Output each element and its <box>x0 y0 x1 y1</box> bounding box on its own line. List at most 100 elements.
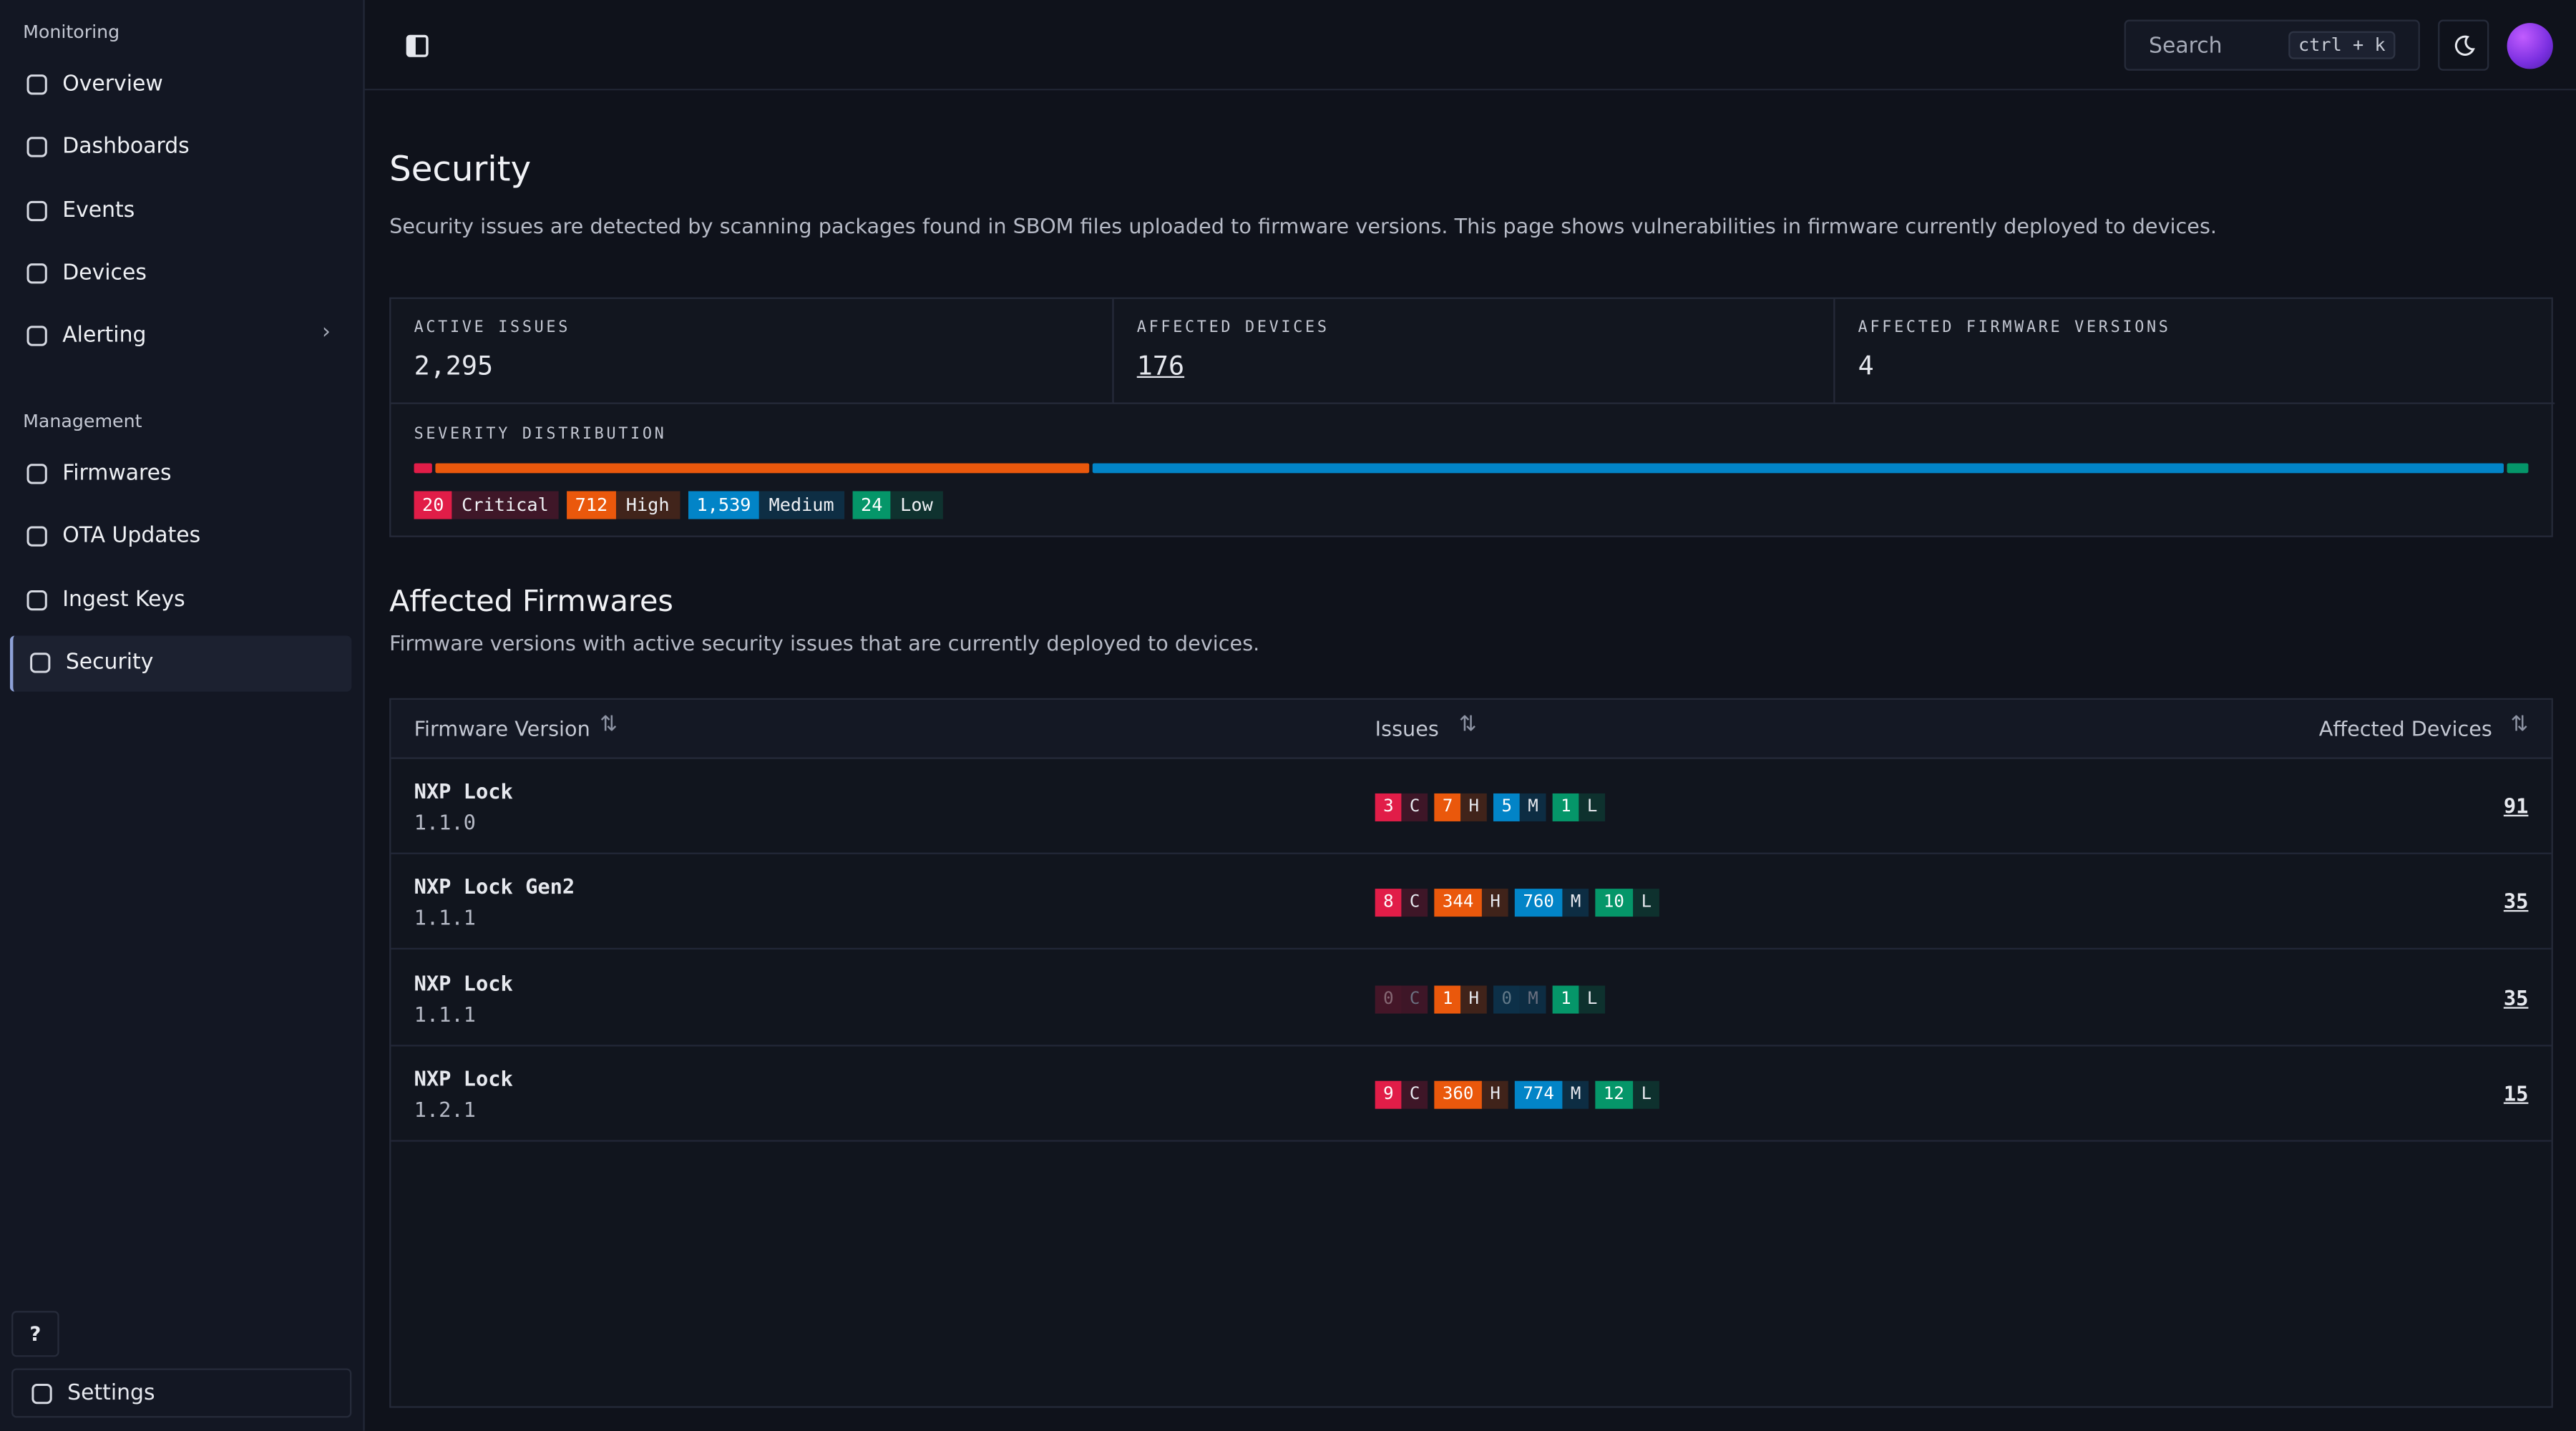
nav-item-label: Firmwares <box>62 461 172 487</box>
affected-devices[interactable]: 15 <box>2503 1080 2529 1105</box>
severity-bar-segment <box>1091 463 2504 474</box>
issue-count: 1 <box>1552 793 1580 821</box>
issue-letter: C <box>1401 889 1428 917</box>
severity-label: SEVERITY DISTRIBUTION <box>414 425 667 444</box>
firmware-version: 1.1.1 <box>414 1001 476 1027</box>
section-description: Firmware versions with active security i… <box>389 630 1260 656</box>
firmware-table: Firmware Version ⇅ Issues ⇅ Affected Devices… <box>389 698 2553 1408</box>
chevron: › <box>321 321 331 346</box>
issue-letter: H <box>1481 1080 1509 1109</box>
nav-icon <box>26 527 47 547</box>
sidebar: Monitoring Overview Dashboards Events Device… <box>0 0 365 1431</box>
nav-item[interactable]: Ingest Keys <box>10 572 352 628</box>
issue-letter: M <box>1562 889 1589 917</box>
issue-letter: C <box>1401 1080 1428 1109</box>
nav-item[interactable]: Devices <box>10 246 352 302</box>
issue-letter: M <box>1562 1080 1589 1109</box>
nav-item[interactable]: OTA Updates <box>10 509 352 565</box>
severity-count: 20 <box>414 491 452 519</box>
sort-icon: ⇅ <box>2510 713 2529 738</box>
help-label: ? <box>29 1322 42 1346</box>
issue-count: 10 <box>1595 889 1633 917</box>
severity-bar-segment <box>414 463 433 474</box>
nav-icon <box>26 464 47 484</box>
severity-name: High <box>615 491 680 519</box>
stat-card: AFFECTED DEVICES 176 <box>1112 298 1834 404</box>
affected-devices[interactable]: 35 <box>2503 889 2529 914</box>
issue-count: 12 <box>1595 1080 1633 1109</box>
section-title: Affected Firmwares <box>389 585 673 620</box>
issue-letter: C <box>1401 985 1428 1013</box>
issue-letter: L <box>1633 1080 1660 1109</box>
help-button[interactable]: ? <box>11 1311 59 1357</box>
severity-count: 712 <box>567 491 616 519</box>
issue-count: 3 <box>1375 793 1402 821</box>
column-header[interactable]: Affected Devices <box>2318 716 2492 741</box>
nav-item[interactable]: Firmwares <box>10 446 352 502</box>
nav-icon <box>26 74 47 95</box>
stat-label: AFFECTED FIRMWARE VERSIONS <box>1858 318 2171 337</box>
stat-card: ACTIVE ISSUES 2,295 <box>391 299 1113 404</box>
nav-item-label: Ingest Keys <box>62 587 185 612</box>
issue-count: 1 <box>1434 985 1461 1013</box>
nav-item-label: Devices <box>62 260 147 286</box>
severity-name: Critical <box>452 491 559 519</box>
severity-name: Low <box>890 491 943 519</box>
nav-item[interactable]: Overview <box>10 57 352 113</box>
stat-card: AFFECTED FIRMWARE VERSIONS 4 <box>1833 298 2555 404</box>
issue-count: 360 <box>1434 1080 1482 1109</box>
table-row: NXP Lock 1.2.1 9 C 360 H 774 M 12 L 15 <box>391 1046 2552 1142</box>
nav-item[interactable]: Events <box>10 183 352 239</box>
nav-icon <box>26 200 47 221</box>
nav-item-label: Overview <box>62 72 163 97</box>
settings-label: Settings <box>67 1381 155 1407</box>
search-shortcut: ctrl + k <box>2288 31 2396 59</box>
nav-item[interactable]: Dashboards <box>10 120 352 176</box>
issue-count: 8 <box>1375 889 1402 917</box>
affected-devices[interactable]: 35 <box>2503 985 2529 1010</box>
nav-item-label: Events <box>62 197 135 223</box>
nav-item[interactable]: Alerting › <box>10 309 352 365</box>
issue-count: 0 <box>1375 985 1402 1013</box>
issue-letter: L <box>1633 889 1660 917</box>
nav-item[interactable]: Security <box>9 635 352 692</box>
page-title: Security <box>389 149 532 190</box>
search-box[interactable]: Search ctrl + k <box>2124 19 2420 71</box>
issue-letter: H <box>1460 985 1488 1013</box>
sort-icon: ⇅ <box>1458 713 1477 738</box>
nav-item-label: Alerting <box>62 323 147 349</box>
table-header: Firmware Version ⇅ Issues ⇅ Affected Devices… <box>391 700 2552 759</box>
column-header[interactable]: Issues <box>1375 716 1439 741</box>
severity-count: 1,539 <box>688 491 760 519</box>
severity-name: Medium <box>758 491 844 519</box>
table-row: NXP Lock 1.1.0 3 C 7 H 5 M 1 L 91 <box>391 759 2552 854</box>
firmware-name: NXP Lock Gen2 <box>414 874 575 899</box>
table-row: NXP Lock 1.1.1 0 C 1 H 0 M 1 L 35 <box>391 950 2552 1046</box>
issue-count: 760 <box>1514 889 1563 917</box>
main-content: Security Security issues are detected by… <box>365 90 2576 1430</box>
firmware-name: NXP Lock <box>414 970 513 995</box>
issue-letter: H <box>1481 889 1509 917</box>
issue-count: 344 <box>1434 889 1482 917</box>
nav-icon <box>31 1383 52 1405</box>
search-placeholder: Search <box>2149 34 2223 59</box>
settings-button[interactable]: Settings <box>11 1368 352 1418</box>
firmware-version: 1.1.1 <box>414 905 476 931</box>
nav-icon <box>26 590 47 610</box>
column-header[interactable]: Firmware Version <box>414 716 590 741</box>
nav-section-title: Monitoring <box>23 21 120 43</box>
issue-count: 774 <box>1514 1080 1563 1109</box>
theme-toggle[interactable] <box>2438 19 2489 71</box>
topbar: Search ctrl + k <box>364 0 2576 91</box>
affected-devices[interactable]: 91 <box>2503 793 2529 819</box>
sidebar-toggle[interactable] <box>406 34 429 57</box>
stat-value[interactable]: 176 <box>1136 350 1185 381</box>
severity-bar-segment <box>435 463 1089 474</box>
user-avatar[interactable] <box>2507 23 2553 69</box>
firmware-version: 1.1.0 <box>414 809 476 835</box>
stat-label: AFFECTED DEVICES <box>1136 318 1330 337</box>
nav-section-title: Management <box>23 410 142 432</box>
nav-item-label: OTA Updates <box>62 524 201 550</box>
stat-value: 2,295 <box>414 350 494 381</box>
issue-count: 7 <box>1434 793 1461 821</box>
